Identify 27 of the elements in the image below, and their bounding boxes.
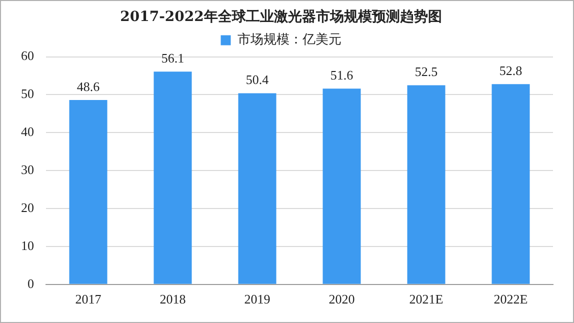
data-label: 50.4 <box>246 72 270 88</box>
bar <box>154 72 192 284</box>
x-tick-label: 2017 <box>75 292 102 307</box>
x-tick-label: 2019 <box>244 292 270 307</box>
y-tick-label: 0 <box>28 276 34 291</box>
bar <box>238 93 276 284</box>
y-tick-label: 40 <box>21 124 34 140</box>
bar <box>322 88 361 284</box>
data-label: 56.1 <box>161 50 184 66</box>
legend-label: 市场规模：亿美元 <box>237 32 342 48</box>
y-tick-label: 10 <box>21 238 34 253</box>
data-label: 48.6 <box>76 78 100 94</box>
x-tick-label: 2020 <box>328 292 355 307</box>
data-label: 51.6 <box>330 68 354 83</box>
x-tick-label: 2022E <box>494 292 528 307</box>
bar <box>492 84 530 284</box>
y-tick-label: 20 <box>21 200 34 215</box>
x-tick-label: 2021E <box>409 292 444 307</box>
y-tick-label: 60 <box>21 48 34 64</box>
bar <box>407 85 446 284</box>
bar <box>69 100 108 284</box>
chart-title: 2017-2022年全球工业激光器市场规模预测趋势图 <box>120 8 442 26</box>
data-label: 52.5 <box>414 64 438 80</box>
y-tick-label: 50 <box>21 86 34 102</box>
data-label: 52.8 <box>499 63 522 78</box>
x-tick-label: 2018 <box>160 292 186 307</box>
y-tick-label: 30 <box>21 162 34 178</box>
